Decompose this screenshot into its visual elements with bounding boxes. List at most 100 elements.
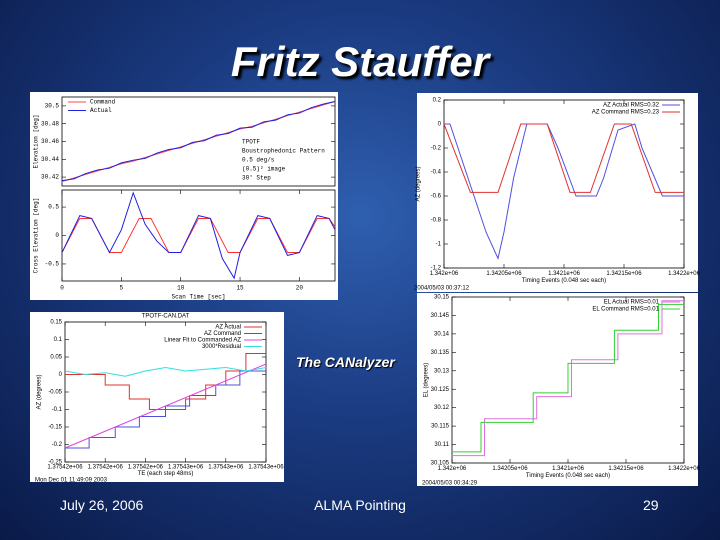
x-tick-label: 1.34205e+06 bbox=[486, 271, 522, 277]
y-tick-label: -0.15 bbox=[48, 425, 62, 431]
data-line bbox=[64, 366, 267, 377]
data-line bbox=[452, 303, 684, 453]
image-frame bbox=[30, 92, 338, 300]
footnote: 2004/05/03 00:34:29 bbox=[422, 480, 478, 486]
y-tick-label: 30.125 bbox=[431, 387, 450, 393]
footer-date: July 26, 2006 bbox=[60, 497, 144, 513]
y-tick-label: -0.2 bbox=[431, 146, 442, 152]
y-tick-label: 0.5 bbox=[48, 204, 59, 211]
y-tick-label: 30.13 bbox=[434, 368, 450, 374]
x-tick-label: 1.34215e+06 bbox=[608, 466, 644, 472]
page-number: 29 bbox=[643, 497, 659, 513]
image-frame bbox=[417, 293, 698, 486]
annotation: TPOTF bbox=[242, 139, 260, 146]
y-axis-label: AZ (degrees) bbox=[37, 374, 43, 409]
y-tick-label: 30.145 bbox=[431, 313, 450, 319]
y-tick-label: 0.2 bbox=[433, 98, 442, 104]
y-tick-label: 30.15 bbox=[434, 295, 450, 301]
x-tick-label: 1.37542e+06 bbox=[128, 465, 164, 471]
y-tick-label: 30.48 bbox=[41, 120, 59, 127]
data-line bbox=[65, 370, 266, 449]
legend-label: Command bbox=[90, 99, 116, 106]
y-tick-label: -0.25 bbox=[48, 460, 62, 466]
data-line bbox=[61, 191, 336, 280]
data-line bbox=[65, 353, 266, 410]
x-axis-label: Timing Events (0.048 sec each) bbox=[526, 473, 610, 479]
y-axis-label: EL (degrees) bbox=[424, 363, 430, 397]
legend-label: Actual bbox=[90, 107, 112, 114]
data-line bbox=[452, 300, 684, 457]
x-tick-label: 1.37542e+06 bbox=[88, 465, 124, 471]
x-tick-label: 1.34205e+06 bbox=[492, 466, 528, 472]
x-tick-label: 10 bbox=[177, 285, 185, 292]
y-axis-label: AZ (degrees) bbox=[416, 166, 422, 201]
y-tick-label: -0.4 bbox=[431, 170, 442, 176]
y-tick-label: 30.46 bbox=[41, 138, 59, 145]
legend-label: 3000*Residual bbox=[202, 344, 241, 350]
annotation: 30' Step bbox=[242, 175, 271, 182]
y-tick-label: 30.135 bbox=[431, 350, 450, 356]
annotation: (0.5)² image bbox=[242, 166, 286, 173]
y-axis-label: Cross Elevation [deg] bbox=[33, 198, 40, 274]
y-tick-label: 30.12 bbox=[434, 405, 450, 411]
x-tick-label: 1.342e+06 bbox=[438, 466, 467, 472]
image-frame bbox=[30, 312, 284, 482]
annotation: 0.5 deg/s bbox=[242, 157, 275, 164]
y-tick-label: 30.11 bbox=[434, 442, 449, 448]
x-tick-label: 1.3421e+06 bbox=[552, 466, 585, 472]
x-axis-label: TE (each step 48ms) bbox=[138, 471, 194, 477]
x-tick-label: 1.37543e+06 bbox=[208, 465, 244, 471]
x-tick-label: 1.3422e+06 bbox=[668, 271, 701, 277]
y-tick-label: 0.15 bbox=[50, 320, 62, 326]
legend-label: AZ Actual bbox=[215, 325, 241, 331]
x-tick-label: 15 bbox=[236, 285, 244, 292]
caption: The CANalyzer bbox=[296, 354, 395, 370]
x-axis-label: Timing Events (0.048 sec each) bbox=[522, 278, 606, 284]
y-tick-label: -0.1 bbox=[52, 407, 63, 413]
y-tick-label: -0.2 bbox=[52, 442, 63, 448]
x-tick-label: 20 bbox=[296, 285, 304, 292]
y-tick-label: -0.8 bbox=[431, 218, 442, 224]
y-tick-label: 0 bbox=[55, 232, 59, 239]
y-tick-label: -0.05 bbox=[48, 390, 62, 396]
legend-label: AZ Command RMS=0.23 bbox=[592, 110, 660, 116]
y-tick-label: -1 bbox=[436, 242, 442, 248]
legend-label: EL Command RMS=0.01 bbox=[592, 307, 659, 313]
x-tick-label: 0 bbox=[60, 285, 64, 292]
x-tick-label: 1.3422e+06 bbox=[668, 466, 701, 472]
x-axis-label: Scan Time [sec] bbox=[171, 294, 225, 301]
slide-title: Fritz Stauffer bbox=[230, 38, 490, 85]
x-tick-label: 1.37542e+06 bbox=[47, 465, 83, 471]
y-tick-label: 30.115 bbox=[431, 424, 450, 430]
legend-label: AZ Command bbox=[204, 331, 241, 337]
y-tick-label: 30.44 bbox=[41, 156, 59, 163]
y-tick-label: -1.2 bbox=[431, 266, 442, 272]
chart-title: TPOTF-CAN.DAT bbox=[142, 314, 190, 320]
annotation: Boustrophedonic Pattern bbox=[242, 148, 325, 155]
x-tick-label: 5 bbox=[120, 285, 124, 292]
y-tick-label: 0.1 bbox=[54, 337, 63, 343]
image-frame bbox=[417, 93, 698, 292]
y-tick-label: 30.5 bbox=[45, 102, 60, 109]
y-tick-label: -0.5 bbox=[45, 261, 60, 268]
x-tick-label: 1.37543e+06 bbox=[168, 465, 204, 471]
y-tick-label: 0 bbox=[438, 122, 442, 128]
footnote: Mon Dec 01 11:49:09 2003 bbox=[35, 478, 108, 484]
data-line bbox=[443, 123, 684, 193]
x-tick-label: 1.34215e+06 bbox=[606, 271, 642, 277]
x-tick-label: 1.37543e+06 bbox=[248, 465, 284, 471]
y-axis-label: Elevation [deg] bbox=[33, 114, 40, 168]
y-tick-label: 0.05 bbox=[50, 355, 62, 361]
y-tick-label: 30.42 bbox=[41, 174, 59, 181]
footnote: 2004/05/03 00:37:12 bbox=[414, 285, 470, 291]
legend-label: EL Actual RMS=0.01 bbox=[604, 300, 660, 306]
legend-label: Linear Fit to Commanded AZ bbox=[164, 338, 241, 344]
x-tick-label: 1.3421e+06 bbox=[548, 271, 581, 277]
data-line bbox=[61, 100, 336, 182]
data-line bbox=[444, 123, 684, 260]
legend-label: AZ Actual RMS=0.32 bbox=[603, 103, 660, 109]
y-tick-label: -0.6 bbox=[431, 194, 442, 200]
y-tick-label: 30.14 bbox=[434, 331, 450, 337]
